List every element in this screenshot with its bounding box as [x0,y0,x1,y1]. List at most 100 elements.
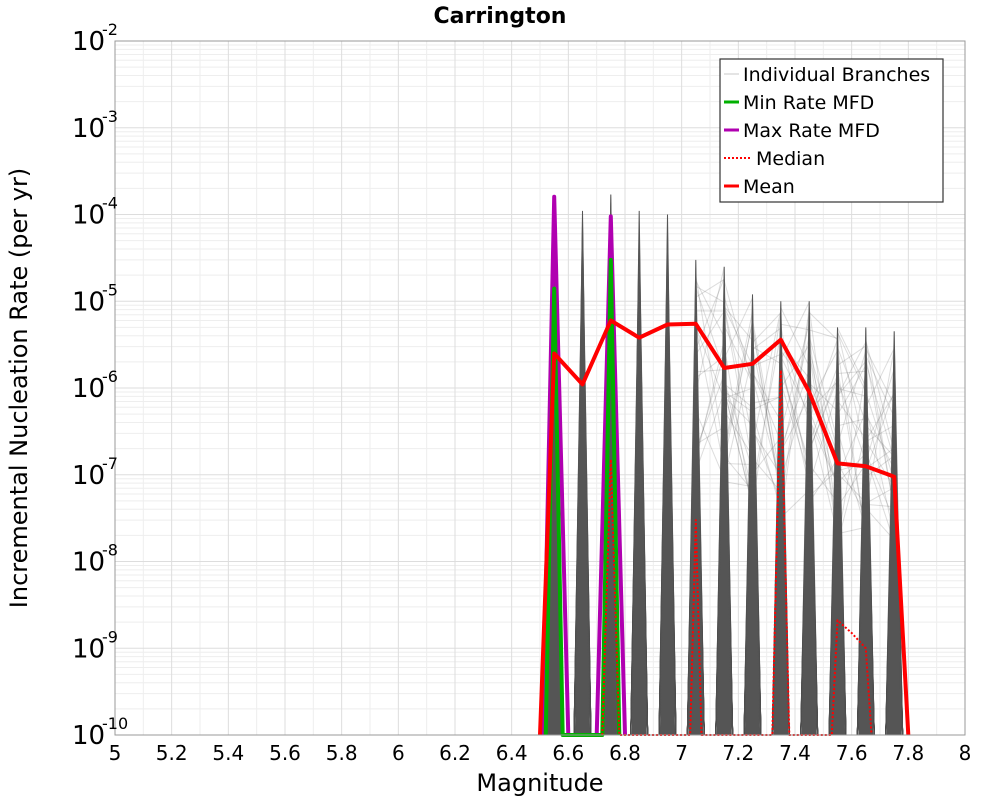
branch-connector [723,307,753,437]
legend-label: Individual Branches [743,64,930,86]
branch-connector [808,378,838,451]
y-tick-label: 10-4 [72,194,118,231]
x-tick-label: 7.2 [722,741,754,765]
branch-connector [752,319,782,481]
x-tick-label: 7.6 [836,741,868,765]
plot-frame [114,40,966,736]
branch-connector [695,369,725,373]
branch-connector [780,382,810,476]
branch-connector [837,341,867,397]
branch-connector [695,411,725,479]
branch-connector [723,455,753,492]
branch-connector [865,424,895,443]
x-tick-label: 7.4 [779,741,811,765]
branch-connector [723,307,753,366]
legend-item: Min Rate MFD [724,92,874,114]
branch-connector [837,418,866,427]
branch-connector [865,356,895,509]
x-tick-label: 7 [675,741,688,765]
x-tick-label: 8 [959,741,972,765]
branch-connector [780,384,810,480]
branch-connector [695,327,725,400]
branch-connector [695,392,725,472]
branch-connector [752,312,782,344]
y-tick-label: 10-10 [72,714,128,751]
y-tick-exponent: -5 [102,280,118,299]
branch-connector [837,350,867,445]
branch-connector [865,447,895,469]
branch-connector [780,313,810,518]
branch-connector [837,400,867,439]
y-tick-base: 10 [72,114,105,144]
branch-connector [837,360,867,397]
branch-connector [780,307,810,367]
branch-connector [837,462,867,515]
branch-connector [780,396,810,452]
branch-connector [780,364,810,468]
branch-connector [752,430,782,476]
branch-connector [780,489,810,518]
branch-connector [837,345,867,366]
y-tick-label: 10-5 [72,280,118,317]
branch-connector [723,297,753,359]
y-tick-base: 10 [72,287,105,317]
branch-connector [865,440,895,488]
branch-connector [808,464,838,503]
branch-connector [752,371,782,443]
branch-connector [837,368,867,535]
branch-connector [865,368,895,462]
branch-connector [780,369,810,463]
legend-label: Mean [743,176,795,198]
branch-connector [865,455,895,478]
branch-connector [865,348,895,408]
branch-connector [724,462,753,465]
branch-connector [865,390,895,472]
branch-connector [752,327,782,500]
branch-connector [837,347,867,423]
y-tick-exponent: -7 [102,454,118,473]
branch-connector [723,320,753,462]
branch-connector [695,279,725,298]
branch-connector [752,437,782,475]
branch-connector [837,429,867,531]
branch-connector [752,395,782,411]
branch-connector [837,327,867,387]
branch-connector [865,486,895,504]
branch-connector [808,354,838,527]
branch-connector [723,382,753,491]
series-mean [538,318,911,736]
branch-connector [837,411,867,478]
branch-connector [723,396,753,426]
branch-connector [723,389,753,507]
x-tick-label: 5.6 [269,741,301,765]
branch-connector [865,340,895,511]
y-tick-exponent: -10 [102,714,128,733]
legend-item: Individual Branches [724,64,930,86]
branch-connector [837,365,867,416]
series-median [601,369,873,736]
y-tick-base: 10 [72,201,105,231]
branch-connector [752,412,782,510]
branch-connector [723,380,753,470]
branch-connector [695,326,725,469]
branch-connector [695,278,725,350]
branch-connector [752,346,782,365]
branch-connector [837,332,867,392]
branch-connector [695,352,725,456]
branch-connector [837,379,867,462]
branch-connector [752,327,782,350]
branch-connector [752,377,782,484]
branch-connector [695,374,725,450]
branch-connector [837,371,867,544]
branch-connector [780,309,810,504]
branch-connector [808,336,838,540]
branch-connector [723,308,753,464]
x-tick-label: 6.8 [609,741,641,765]
branch-connector [723,383,753,408]
y-tick-base: 10 [72,461,105,491]
branch-connector [695,310,725,355]
branch-connector [752,428,782,502]
branch-connector [837,472,867,504]
